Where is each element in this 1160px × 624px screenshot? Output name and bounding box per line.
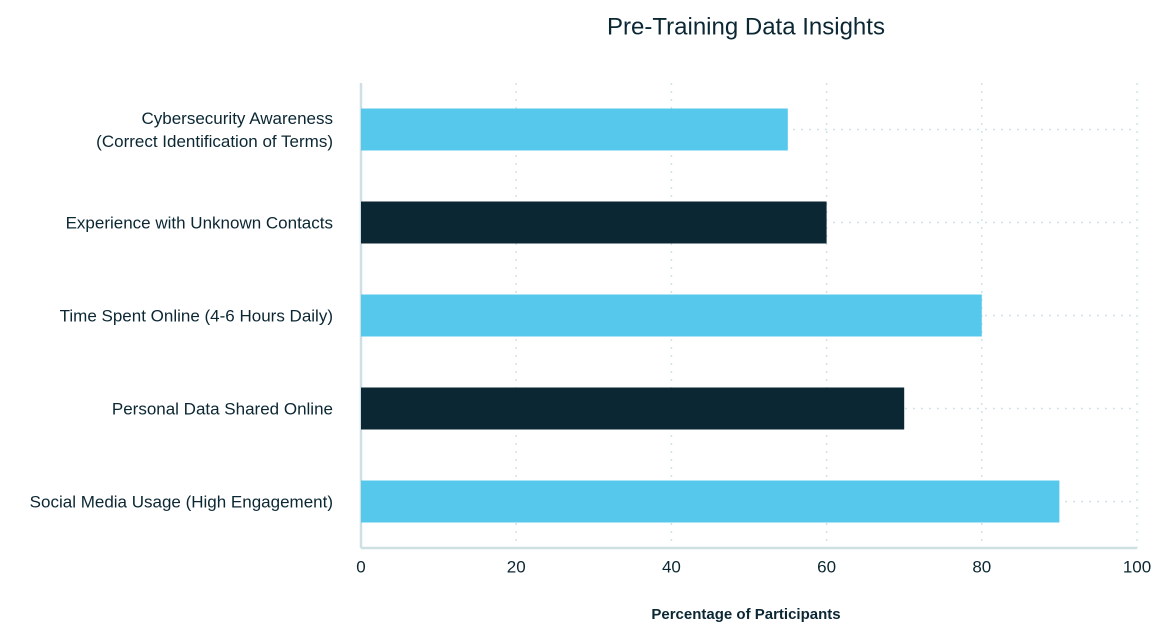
- x-tick-label: 0: [356, 557, 365, 576]
- y-tick-label: Experience with Unknown Contacts: [65, 213, 333, 232]
- bar: [361, 480, 1060, 523]
- bar: [361, 387, 905, 430]
- y-tick-label: Personal Data Shared Online: [111, 399, 333, 418]
- chart-title: Pre-Training Data Insights: [607, 13, 885, 40]
- bar: [361, 201, 827, 244]
- x-tick-label: 100: [1123, 557, 1151, 576]
- y-tick-label: Social Media Usage (High Engagement): [29, 492, 333, 511]
- y-tick-label: Cybersecurity Awareness (Correct Identif…: [96, 108, 333, 151]
- bar: [361, 108, 788, 151]
- bar: [361, 294, 982, 337]
- y-tick-label: Time Spent Online (4-6 Hours Daily): [59, 306, 333, 325]
- x-axis-label: Percentage of Participants: [651, 606, 840, 623]
- x-tick-label: 60: [817, 557, 836, 576]
- x-tick-label: 40: [662, 557, 681, 576]
- x-tick-label: 20: [507, 557, 526, 576]
- x-tick-label: 80: [972, 557, 991, 576]
